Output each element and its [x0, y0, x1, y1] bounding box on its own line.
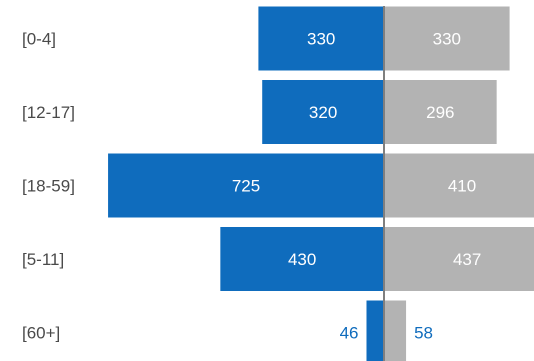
category-label: [0-4] — [22, 30, 56, 49]
bar-right-series — [384, 80, 497, 144]
bar-right-series — [384, 227, 534, 291]
bar-left-series — [258, 6, 384, 71]
value-label-left: 725 — [232, 177, 260, 196]
value-label-right: 58 — [414, 324, 433, 343]
bar-right-series — [384, 300, 407, 361]
bar-right-series — [384, 153, 534, 218]
value-label-left: 330 — [307, 30, 335, 49]
value-label-right: 410 — [448, 177, 476, 196]
category-label: [18-59] — [22, 177, 75, 196]
value-label-right: 330 — [433, 30, 461, 49]
labels-layer: [0-4] 330 330 [12-17] 320 296 [18-59] 725 410 [5-… — [22, 30, 481, 343]
bar-left-series — [220, 227, 384, 291]
category-label: [60+] — [22, 324, 60, 343]
category-label: [12-17] — [22, 103, 75, 122]
bars-layer — [108, 6, 534, 361]
bar-left-series — [108, 153, 384, 218]
bar-right-series — [384, 6, 510, 71]
value-label-right: 437 — [453, 250, 481, 269]
category-label: [5-11] — [22, 250, 64, 269]
value-label-left: 430 — [288, 250, 316, 269]
value-label-left: 320 — [309, 103, 337, 122]
bar-left-series — [262, 80, 384, 144]
value-label-left: 46 — [340, 324, 359, 343]
value-label-right: 296 — [426, 103, 454, 122]
bar-left-series — [366, 300, 384, 361]
